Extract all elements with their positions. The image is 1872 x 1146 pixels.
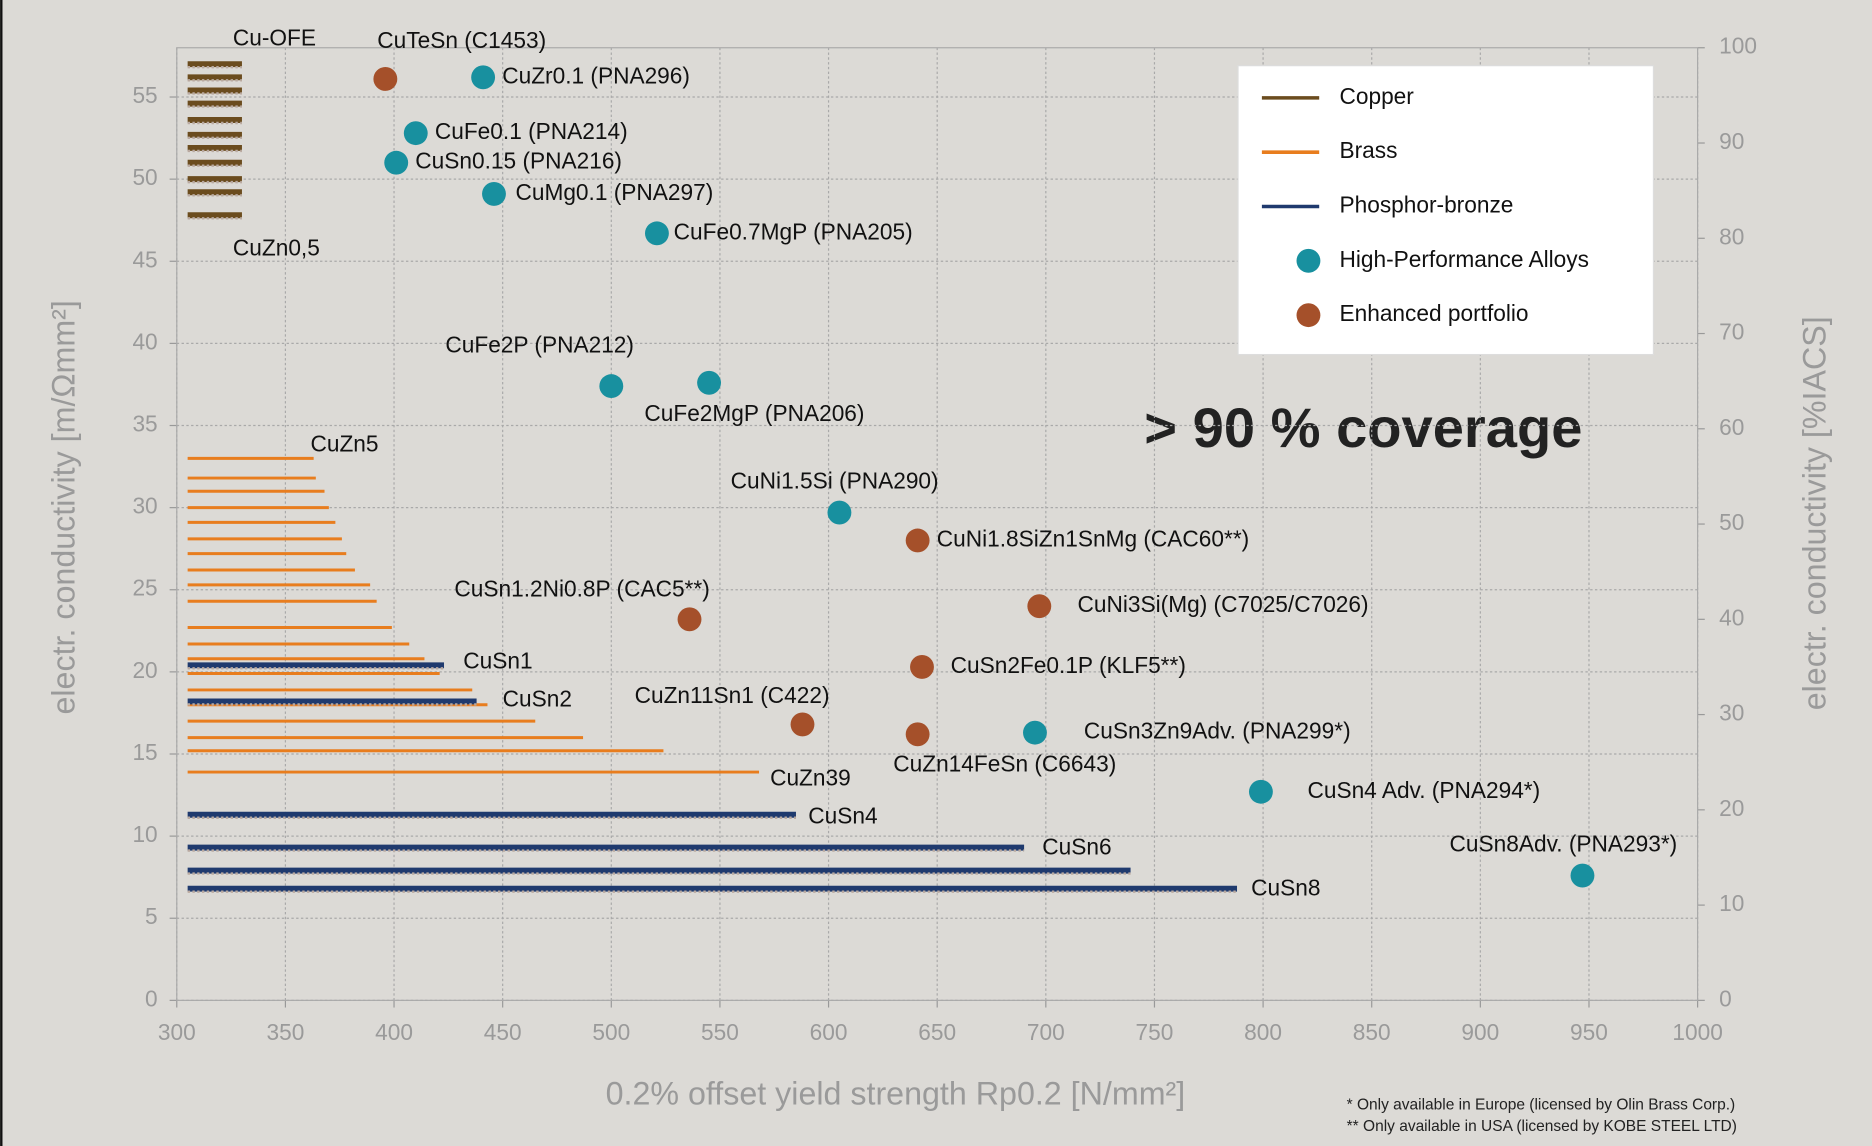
x-tick-label: 900 bbox=[1461, 1019, 1499, 1045]
bar-label: CuZn5 bbox=[310, 430, 378, 456]
x-tick-label: 300 bbox=[158, 1019, 196, 1045]
legend-label: High-Performance Alloys bbox=[1339, 246, 1589, 272]
point-label: CuSn1.2Ni0.8P (CAC5**) bbox=[454, 576, 709, 602]
point-label: CuZn14FeSn (C6643) bbox=[893, 750, 1116, 776]
point bbox=[482, 181, 506, 206]
legend-label: Enhanced portfolio bbox=[1339, 300, 1528, 326]
legend-label: Copper bbox=[1339, 83, 1414, 109]
point bbox=[827, 500, 852, 525]
point bbox=[373, 67, 398, 91]
bar-label: CuSn1 bbox=[463, 648, 532, 674]
x-tick-label: 800 bbox=[1244, 1019, 1282, 1045]
x-tick-label: 700 bbox=[1027, 1019, 1065, 1045]
y2-tick-label: 60 bbox=[1719, 414, 1744, 440]
y-tick-label: 10 bbox=[132, 821, 157, 847]
point bbox=[599, 374, 624, 399]
x-tick-label: 750 bbox=[1136, 1019, 1174, 1045]
footnote: ** Only available in USA (licensed by KO… bbox=[1347, 1118, 1737, 1135]
point-label: CuZn11Sn1 (C422) bbox=[635, 682, 830, 708]
point-label: CuFe2MgP (PNA206) bbox=[644, 400, 864, 426]
y2-tick-label: 30 bbox=[1719, 700, 1744, 726]
y-tick-label: 0 bbox=[145, 985, 158, 1011]
y-tick-label: 40 bbox=[132, 328, 157, 354]
x-tick-label: 850 bbox=[1353, 1019, 1391, 1045]
legend-swatch bbox=[1296, 303, 1321, 328]
y-tick-label: 35 bbox=[132, 410, 157, 436]
x-axis-label: 0.2% offset yield strength Rp0.2 [N/mm²] bbox=[606, 1075, 1186, 1111]
bar-label: CuSn2 bbox=[503, 686, 572, 712]
y-axis-label: electr. conductivity [m/Ωmm²] bbox=[45, 300, 81, 714]
point bbox=[1248, 779, 1273, 804]
bar-label: CuSn4 bbox=[808, 803, 877, 829]
bar-label: CuSn6 bbox=[1042, 834, 1111, 860]
bar-label: Cu-OFE bbox=[233, 24, 316, 50]
plot-frame bbox=[176, 47, 1699, 1001]
y2-axis-label: electr. conductivity [%IACS] bbox=[1797, 316, 1833, 710]
legend-label: Phosphor-bronze bbox=[1339, 192, 1513, 218]
y2-tick-label: 10 bbox=[1719, 890, 1744, 916]
y-tick-label: 50 bbox=[132, 164, 157, 190]
y2-tick-label: 0 bbox=[1719, 985, 1732, 1011]
bar-label: CuSn8 bbox=[1251, 874, 1320, 900]
x-tick-label: 400 bbox=[375, 1019, 413, 1045]
y2-tick-label: 100 bbox=[1719, 33, 1757, 59]
y2-tick-label: 90 bbox=[1719, 128, 1744, 154]
point bbox=[403, 121, 428, 146]
y-tick-label: 5 bbox=[145, 903, 158, 929]
y-tick-label: 25 bbox=[132, 575, 157, 601]
y2-tick-label: 50 bbox=[1719, 509, 1744, 535]
point-label: CuFe0.7MgP (PNA205) bbox=[674, 218, 913, 244]
x-tick-label: 500 bbox=[592, 1019, 630, 1045]
bar-label: CuZn0,5 bbox=[233, 234, 320, 260]
point bbox=[1570, 863, 1595, 888]
x-tick-label: 950 bbox=[1570, 1019, 1608, 1045]
point bbox=[644, 221, 669, 246]
point bbox=[910, 655, 934, 679]
x-tick-label: 450 bbox=[484, 1019, 522, 1045]
point-label: CuSn0.15 (PNA216) bbox=[415, 148, 622, 174]
point-label: CuSn3Zn9Adv. (PNA299*) bbox=[1084, 718, 1351, 744]
point bbox=[677, 607, 702, 632]
y-tick-label: 55 bbox=[132, 82, 157, 108]
y-tick-label: 20 bbox=[132, 657, 157, 683]
x-tick-label: 650 bbox=[918, 1019, 956, 1045]
y2-tick-label: 80 bbox=[1719, 223, 1744, 249]
point-label: CuTeSn (C1453) bbox=[377, 27, 546, 53]
x-tick-label: 350 bbox=[266, 1019, 304, 1045]
x-tick-label: 1000 bbox=[1672, 1019, 1722, 1045]
y-tick-label: 45 bbox=[132, 246, 157, 272]
point bbox=[905, 722, 930, 747]
x-tick-label: 550 bbox=[701, 1019, 739, 1045]
footnote: * Only available in Europe (licensed by … bbox=[1347, 1097, 1736, 1114]
point-label: CuNi1.8SiZn1SnMg (CAC60**) bbox=[937, 525, 1250, 551]
point-label: CuFe2P (PNA212) bbox=[445, 332, 634, 358]
y-tick-label: 15 bbox=[132, 739, 157, 765]
y-tick-label: 30 bbox=[132, 493, 157, 519]
point bbox=[471, 65, 496, 90]
point-label: CuNi3Si(Mg) (C7025/C7026) bbox=[1078, 591, 1369, 617]
y2-tick-label: 70 bbox=[1719, 319, 1744, 345]
point bbox=[384, 150, 409, 175]
point-label: CuNi1.5Si (PNA290) bbox=[731, 468, 939, 494]
point bbox=[905, 528, 930, 553]
point bbox=[790, 712, 815, 737]
bar-label: CuZn39 bbox=[770, 765, 851, 791]
point-label: CuFe0.1 (PNA214) bbox=[435, 118, 628, 144]
point-label: CuSn8Adv. (PNA293*) bbox=[1450, 831, 1678, 857]
point-label: CuZr0.1 (PNA296) bbox=[502, 62, 690, 88]
y2-tick-label: 20 bbox=[1719, 795, 1744, 821]
legend-label: Brass bbox=[1339, 137, 1397, 163]
point bbox=[1023, 720, 1047, 745]
point-label: CuSn4 Adv. (PNA294*) bbox=[1307, 777, 1540, 803]
point-label: CuMg0.1 (PNA297) bbox=[515, 179, 713, 205]
point-label: CuSn2Fe0.1P (KLF5**) bbox=[951, 652, 1186, 678]
y2-tick-label: 40 bbox=[1719, 604, 1744, 630]
point bbox=[1027, 594, 1052, 619]
x-tick-label: 600 bbox=[810, 1019, 848, 1045]
point bbox=[697, 370, 722, 395]
annotation: > 90 % coverage bbox=[1144, 396, 1582, 459]
legend-swatch bbox=[1296, 248, 1321, 273]
